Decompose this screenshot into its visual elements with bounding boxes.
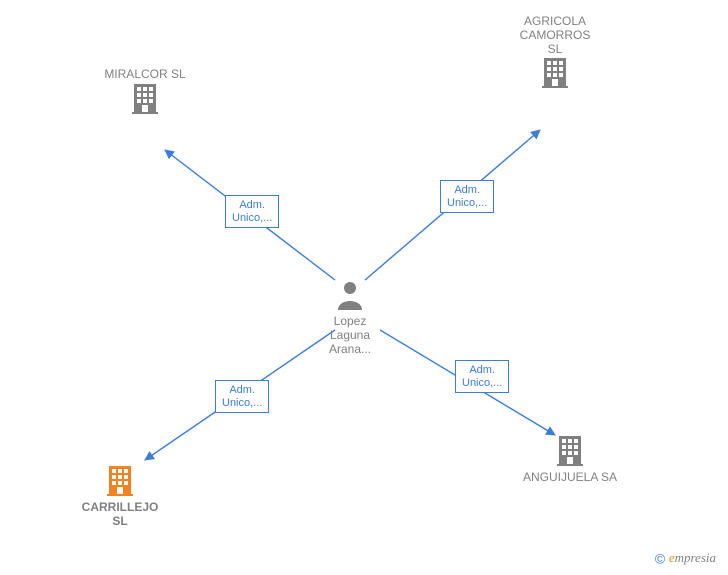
watermark-rest: mpresia (675, 550, 716, 565)
building-icon (520, 434, 620, 471)
building-icon (95, 82, 195, 119)
company-node-anguijuela[interactable]: ANGUIJUELA SA (520, 434, 620, 485)
company-label: AGRICOLACAMORROSSL (505, 15, 605, 56)
edge-label[interactable]: Adm.Unico,... (440, 180, 494, 213)
center-node-label: Lopez Laguna Arana... (320, 315, 380, 356)
building-icon (70, 464, 170, 501)
company-node-agricola[interactable]: AGRICOLACAMORROSSL (505, 15, 605, 93)
company-label: CARRILLEJOSL (70, 501, 170, 529)
center-person-node[interactable]: Lopez Laguna Arana... (320, 280, 380, 356)
building-icon (505, 56, 605, 93)
edge-label[interactable]: Adm.Unico,... (455, 360, 509, 393)
company-label: ANGUIJUELA SA (520, 471, 620, 485)
watermark: © empresia (655, 550, 716, 567)
company-node-miralcor[interactable]: MIRALCOR SL (95, 68, 195, 119)
company-node-carrillejo[interactable]: CARRILLEJOSL (70, 464, 170, 529)
edge-label[interactable]: Adm.Unico,... (215, 380, 269, 413)
copyright-symbol: © (655, 551, 665, 567)
edge-label[interactable]: Adm.Unico,... (225, 195, 279, 228)
person-icon (320, 280, 380, 315)
company-label: MIRALCOR SL (95, 68, 195, 82)
